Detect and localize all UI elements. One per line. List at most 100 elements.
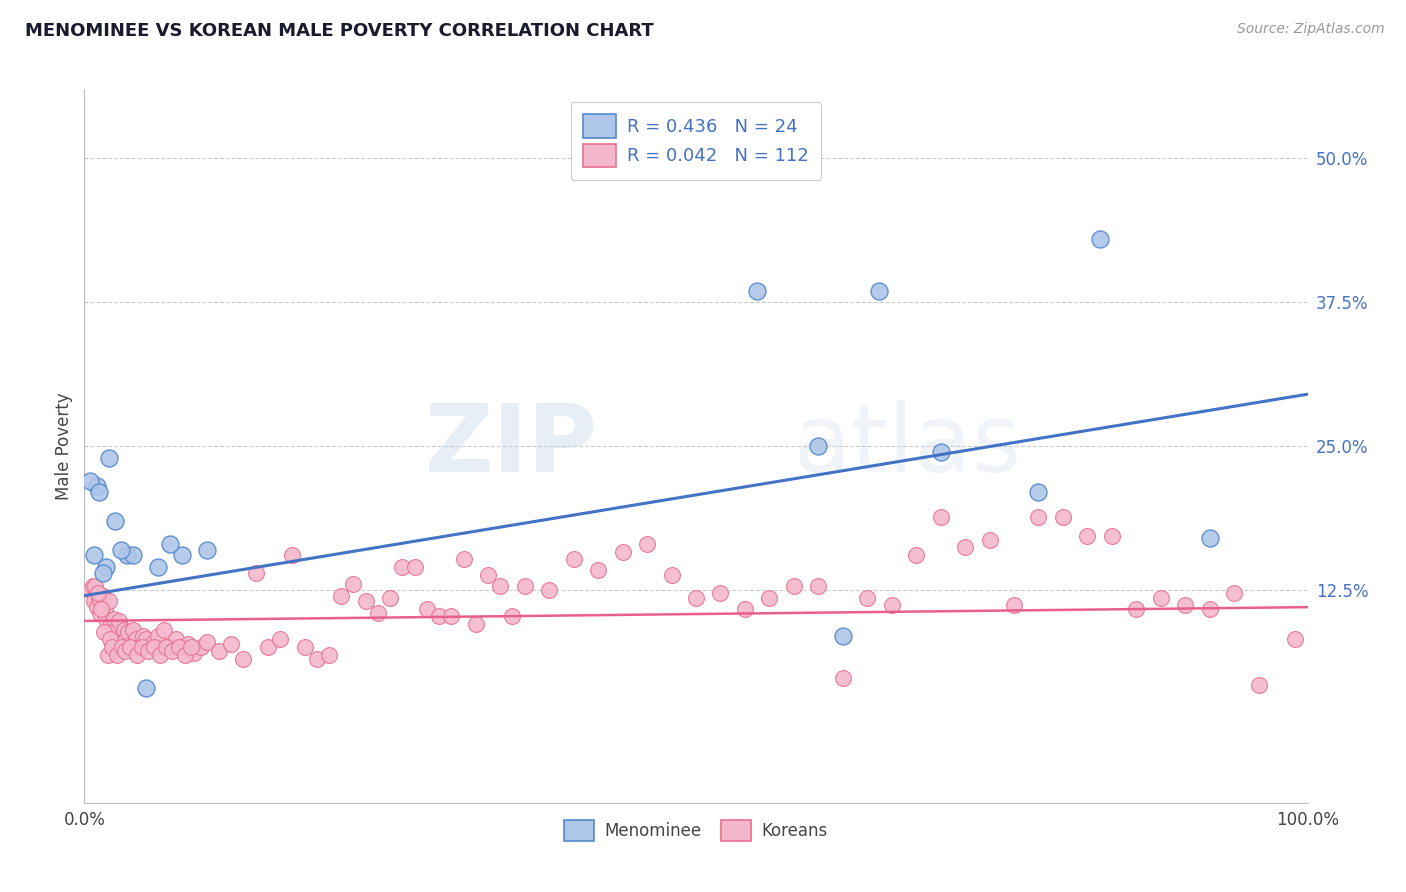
Point	[135, 681, 157, 695]
Point	[1198, 531, 1220, 545]
Point	[98, 632, 121, 647]
Point	[131, 640, 153, 655]
Point	[125, 632, 148, 647]
Point	[122, 549, 145, 563]
Y-axis label: Male Poverty: Male Poverty	[55, 392, 73, 500]
Point	[685, 591, 707, 605]
Point	[391, 559, 413, 574]
Point	[111, 640, 134, 655]
Point	[87, 485, 110, 500]
Text: atlas: atlas	[794, 400, 1022, 492]
Point	[477, 568, 499, 582]
Point	[1076, 529, 1098, 543]
Point	[1247, 678, 1270, 692]
Point	[117, 625, 139, 640]
Point	[146, 559, 169, 574]
Point	[856, 591, 879, 605]
Point	[305, 652, 328, 666]
Point	[1052, 510, 1074, 524]
Point	[103, 612, 125, 626]
Point	[905, 549, 928, 563]
Point	[110, 542, 132, 557]
Point	[135, 632, 157, 647]
Point	[586, 563, 609, 577]
Point	[173, 648, 195, 663]
Point	[82, 579, 104, 593]
Point	[562, 551, 585, 566]
Point	[880, 598, 903, 612]
Point	[183, 646, 205, 660]
Point	[159, 537, 181, 551]
Point	[110, 629, 132, 643]
Point	[195, 634, 218, 648]
Point	[125, 648, 148, 663]
Point	[97, 450, 120, 465]
Point	[1125, 602, 1147, 616]
Point	[101, 640, 124, 655]
Point	[89, 606, 111, 620]
Point	[96, 559, 118, 574]
Point	[100, 617, 122, 632]
Point	[96, 612, 118, 626]
Point	[367, 606, 389, 620]
Point	[953, 541, 976, 555]
Point	[464, 617, 486, 632]
Point	[269, 632, 291, 647]
Point	[747, 284, 769, 298]
Point	[1223, 586, 1246, 600]
Point	[709, 586, 731, 600]
Point	[165, 632, 187, 647]
Point	[1028, 510, 1050, 524]
Point	[354, 594, 377, 608]
Point	[502, 609, 524, 624]
Point	[1284, 632, 1306, 647]
Point	[114, 644, 136, 658]
Point	[104, 514, 127, 528]
Point	[1088, 232, 1111, 246]
Point	[128, 640, 150, 655]
Point	[86, 479, 108, 493]
Point	[84, 579, 107, 593]
Point	[513, 579, 536, 593]
Point	[90, 602, 112, 616]
Point	[1101, 529, 1123, 543]
Point	[489, 579, 512, 593]
Point	[636, 537, 658, 551]
Point	[1150, 591, 1173, 605]
Point	[404, 559, 426, 574]
Point	[86, 600, 108, 615]
Point	[190, 640, 212, 655]
Point	[87, 586, 110, 600]
Point	[869, 284, 891, 298]
Point	[979, 533, 1001, 548]
Point	[318, 648, 340, 663]
Point	[734, 602, 756, 616]
Point	[136, 644, 159, 658]
Point	[831, 629, 853, 643]
Point	[1174, 598, 1197, 612]
Point	[453, 551, 475, 566]
Point	[162, 644, 184, 658]
Point	[87, 591, 110, 605]
Point	[143, 640, 166, 655]
Point	[122, 623, 145, 637]
Point	[172, 549, 194, 563]
Point	[105, 648, 128, 663]
Point	[661, 568, 683, 582]
Point	[427, 609, 450, 624]
Point	[83, 594, 105, 608]
Point	[929, 444, 952, 458]
Legend: Menominee, Koreans: Menominee, Koreans	[558, 814, 834, 848]
Point	[172, 640, 194, 655]
Text: MENOMINEE VS KOREAN MALE POVERTY CORRELATION CHART: MENOMINEE VS KOREAN MALE POVERTY CORRELA…	[25, 22, 654, 40]
Point	[167, 640, 190, 655]
Point	[79, 582, 101, 597]
Point	[538, 582, 561, 597]
Point	[180, 640, 202, 655]
Point	[97, 594, 120, 608]
Point	[783, 579, 806, 593]
Point	[294, 640, 316, 655]
Point	[208, 644, 231, 658]
Point	[232, 652, 254, 666]
Point	[115, 549, 138, 563]
